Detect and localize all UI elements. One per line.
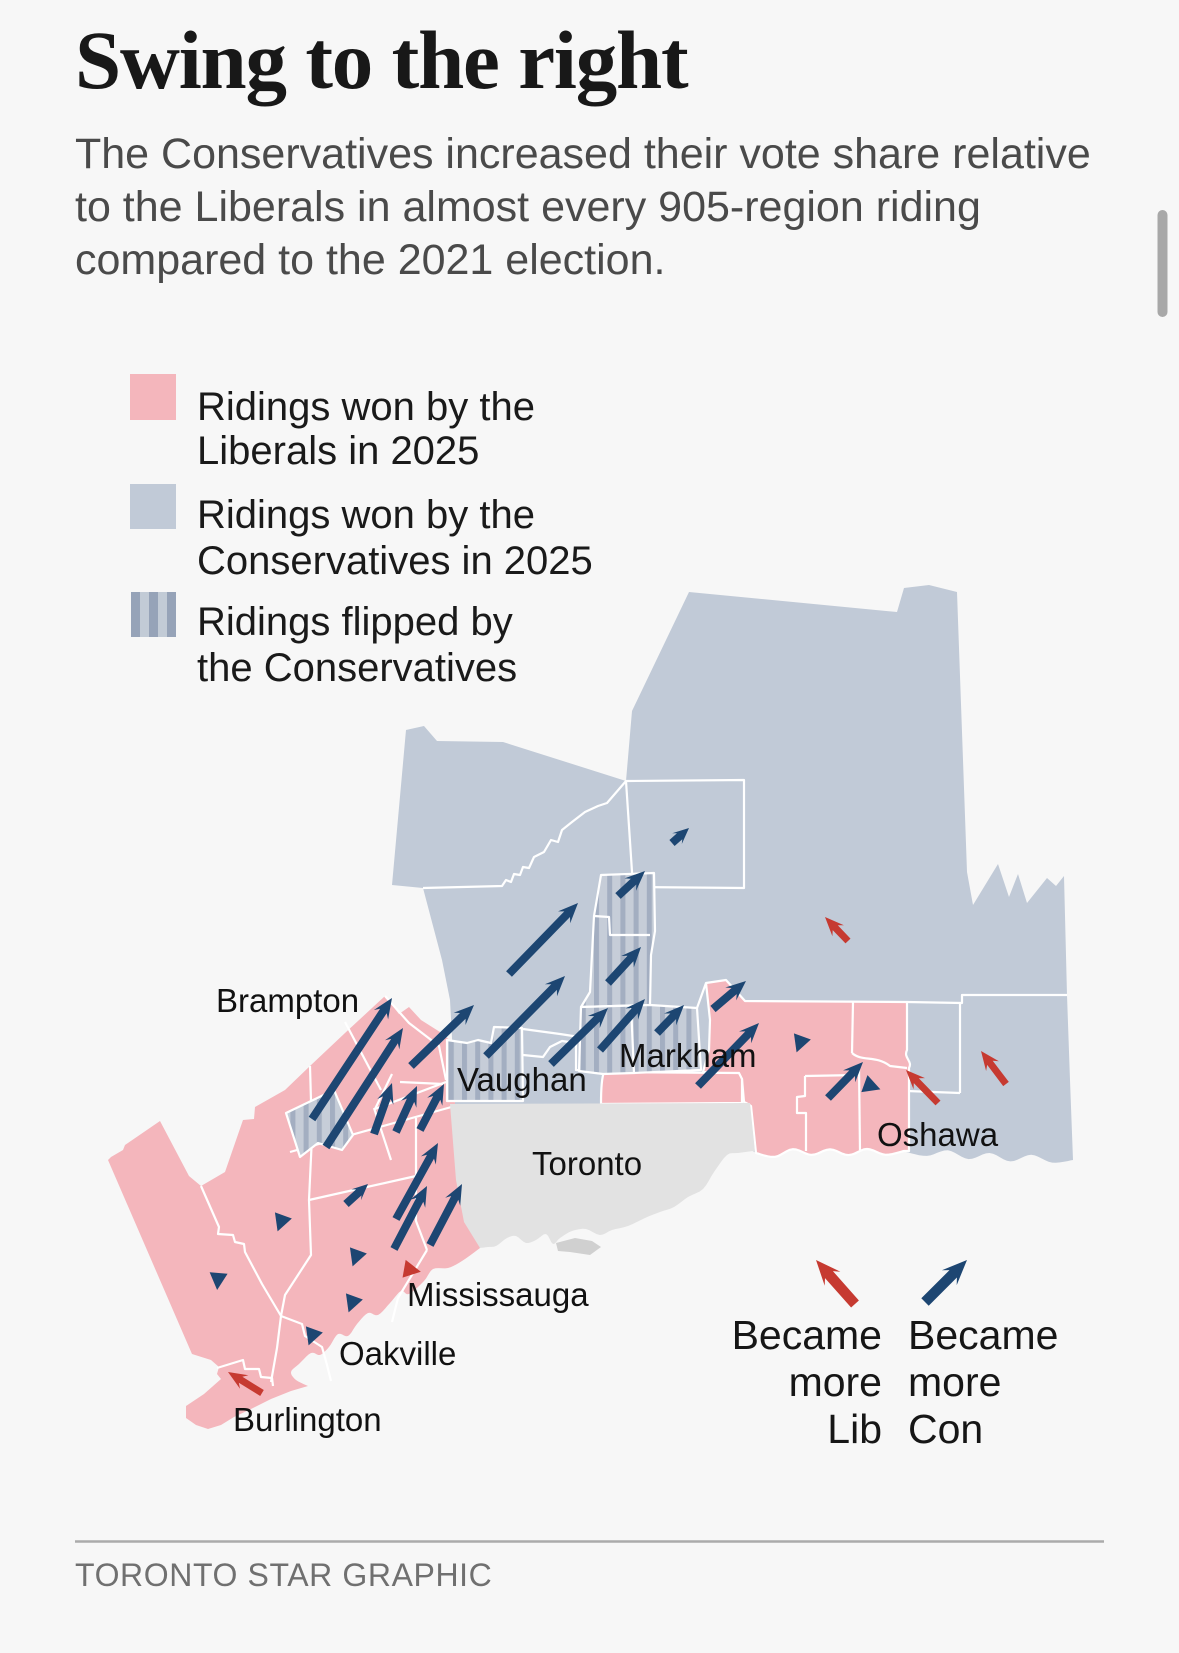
svg-text:Ridings flipped by: Ridings flipped by [197, 600, 513, 644]
svg-text:Markham: Markham [619, 1037, 757, 1074]
svg-text:Became: Became [732, 1312, 882, 1358]
svg-text:compared to the 2021 election.: compared to the 2021 election. [75, 236, 665, 284]
svg-text:Conservatives in 2025: Conservatives in 2025 [197, 539, 593, 583]
svg-text:Swing to the right: Swing to the right [75, 14, 689, 106]
svg-text:Ridings won by the: Ridings won by the [197, 493, 535, 537]
svg-text:Oakville: Oakville [339, 1335, 456, 1372]
svg-text:to the Liberals in almost ever: to the Liberals in almost every 905-regi… [75, 183, 981, 231]
svg-text:Vaughan: Vaughan [457, 1061, 587, 1098]
svg-text:Con: Con [908, 1406, 983, 1452]
svg-text:more: more [789, 1359, 882, 1405]
svg-text:Toronto: Toronto [532, 1145, 642, 1182]
svg-text:the Conservatives: the Conservatives [197, 646, 517, 690]
svg-text:Mississauga: Mississauga [407, 1276, 589, 1313]
svg-text:Brampton: Brampton [216, 982, 359, 1019]
svg-text:TORONTO STAR GRAPHIC: TORONTO STAR GRAPHIC [75, 1557, 492, 1593]
svg-text:Ridings won by the: Ridings won by the [197, 385, 535, 429]
svg-text:Oshawa: Oshawa [877, 1116, 999, 1153]
svg-text:more: more [908, 1359, 1001, 1405]
svg-text:The Conservatives increased th: The Conservatives increased their vote s… [75, 130, 1091, 178]
svg-text:Liberals in 2025: Liberals in 2025 [197, 429, 479, 473]
svg-text:Lib: Lib [827, 1406, 882, 1452]
svg-text:Burlington: Burlington [233, 1401, 382, 1438]
svg-text:Became: Became [908, 1312, 1058, 1358]
